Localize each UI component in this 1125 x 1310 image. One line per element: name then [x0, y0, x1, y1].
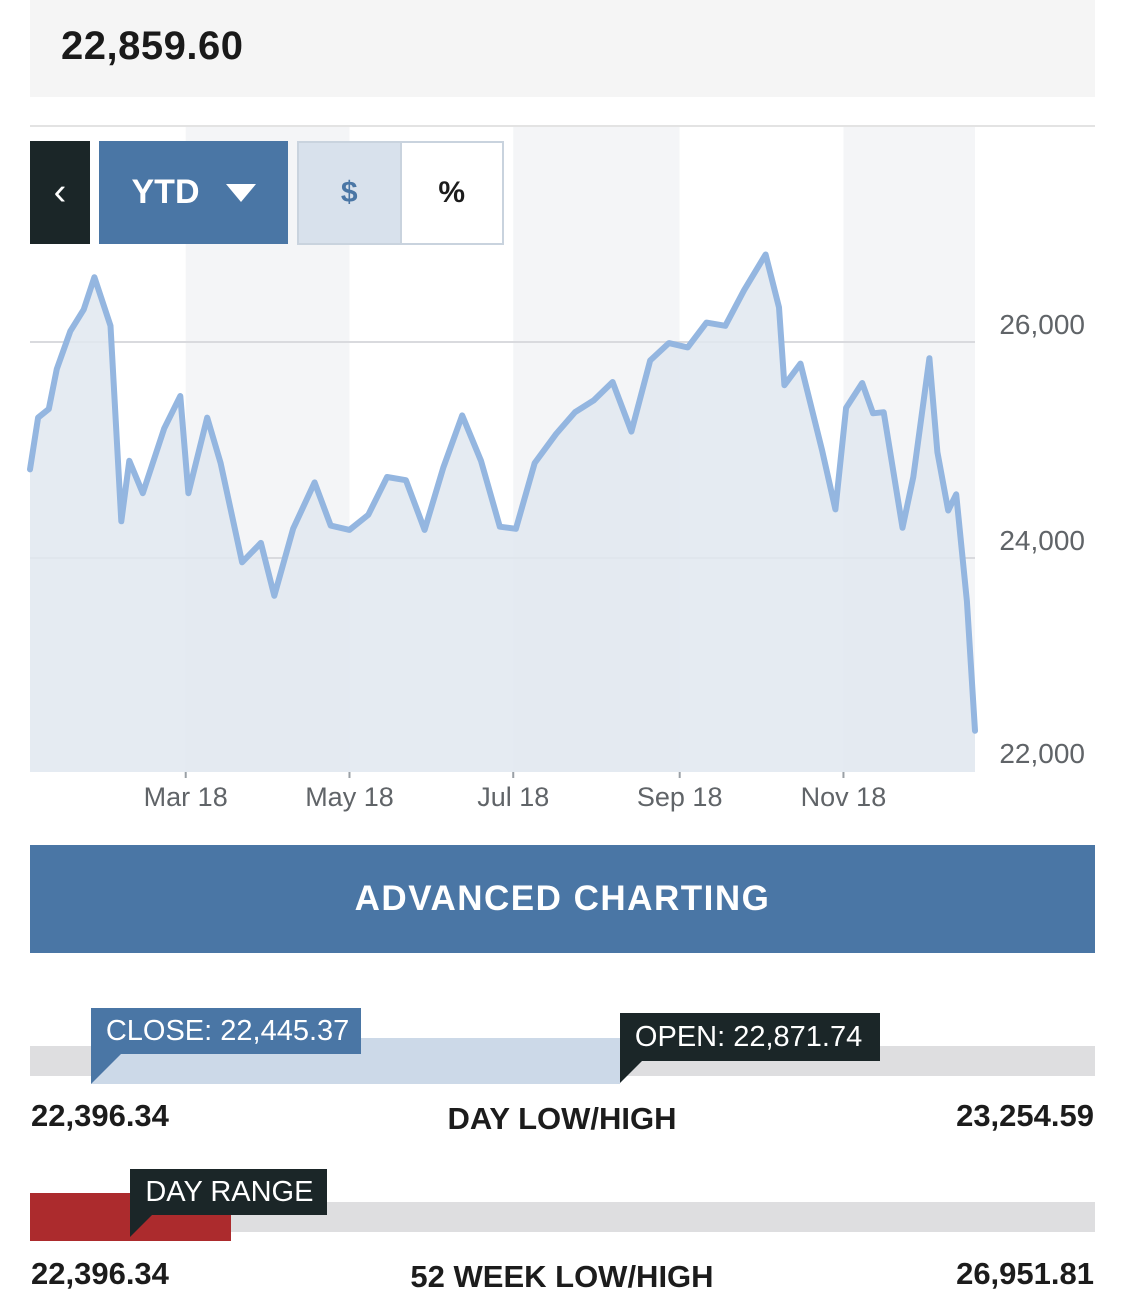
x-tick-label: Sep 18 — [637, 782, 723, 812]
series-area — [30, 254, 975, 772]
day-range-title: DAY LOW/HIGH — [447, 1101, 677, 1136]
day-high-value: 23,254.59 — [956, 1098, 1094, 1133]
y-tick-label: 26,000 — [999, 309, 1085, 340]
close-tag-pointer — [90, 1054, 121, 1084]
x-tick-label: May 18 — [305, 782, 394, 812]
day-range-tag: DAY RANGE — [130, 1169, 328, 1215]
open-tag: OPEN: 22,871.74 — [619, 1013, 880, 1061]
caret-down-icon — [225, 183, 256, 202]
unit-toggle: $ % — [297, 141, 504, 245]
week52-title: 52 WEEK LOW/HIGH — [410, 1259, 714, 1294]
series-line — [27, 251, 978, 734]
open-label: OPEN: 22,871.74 — [634, 1020, 863, 1053]
price-header: 22,859.60 — [30, 0, 1095, 97]
back-button[interactable]: ‹ — [30, 141, 90, 244]
advanced-charting-button[interactable]: ADVANCED CHARTING — [30, 845, 1095, 953]
day-range-label: DAY RANGE — [145, 1175, 314, 1208]
price-chart[interactable]: Mar 18 May 18 Jul 18 Sep 18 Nov 18 26,000 24,0… — [0, 0, 1125, 830]
unit-percent-button[interactable]: % — [438, 176, 466, 209]
chevron-left-icon: ‹ — [53, 171, 67, 213]
range-dropdown[interactable]: YTD — [99, 141, 288, 244]
unit-dollar-button[interactable]: $ — [299, 143, 402, 243]
close-label: CLOSE: 22,445.37 — [105, 1014, 350, 1047]
week52-low-value: 22,396.34 — [31, 1256, 169, 1291]
x-tick-label: Jul 18 — [477, 782, 549, 812]
open-tag-pointer — [619, 1061, 642, 1083]
header-divider — [30, 125, 1095, 127]
day-range-tag-pointer — [130, 1215, 153, 1237]
y-tick-label: 22,000 — [999, 738, 1085, 769]
x-tick-label: Mar 18 — [144, 782, 228, 812]
close-tag: CLOSE: 22,445.37 — [90, 1008, 361, 1054]
current-price: 22,859.60 — [61, 24, 244, 68]
range-label: YTD — [131, 173, 200, 211]
x-tick-label: Nov 18 — [801, 782, 887, 812]
week52-high-value: 26,951.81 — [956, 1256, 1094, 1291]
y-tick-label: 24,000 — [999, 525, 1085, 556]
day-low-value: 22,396.34 — [31, 1098, 169, 1133]
